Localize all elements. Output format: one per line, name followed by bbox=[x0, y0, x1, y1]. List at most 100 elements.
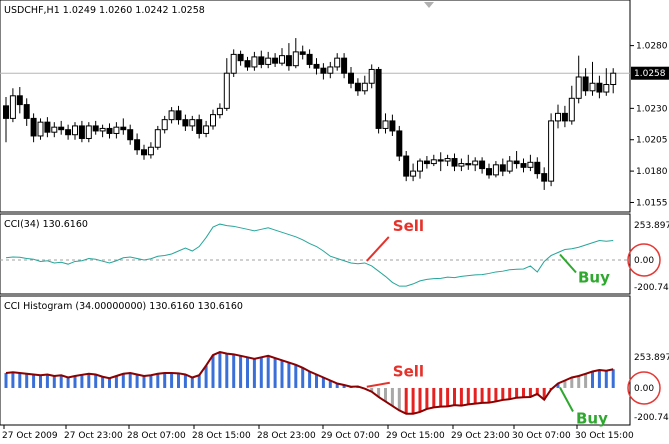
candle bbox=[210, 109, 216, 130]
candle-body bbox=[368, 68, 375, 84]
cci-panel-title: CCI(34) 130.6160 bbox=[4, 219, 88, 230]
candle bbox=[313, 58, 320, 75]
sell-label: Sell bbox=[393, 363, 424, 381]
candle bbox=[465, 154, 472, 170]
candle-body bbox=[582, 76, 589, 92]
candle-body bbox=[203, 125, 210, 134]
candle-body bbox=[327, 66, 334, 74]
candle-body bbox=[285, 55, 292, 67]
candle bbox=[548, 113, 555, 187]
candle-body bbox=[430, 159, 437, 165]
cci-ymin-label: -200.7449 bbox=[634, 283, 669, 293]
candle-body bbox=[3, 105, 9, 119]
candle bbox=[527, 154, 534, 172]
candle-body bbox=[265, 57, 272, 65]
candle-body bbox=[382, 120, 389, 129]
candle-body bbox=[575, 76, 582, 99]
candle-body bbox=[320, 67, 327, 74]
candle bbox=[541, 167, 548, 190]
candle bbox=[555, 104, 561, 129]
candle-body bbox=[506, 160, 513, 172]
candle-body bbox=[292, 51, 299, 67]
candle bbox=[244, 56, 251, 71]
candle-body bbox=[341, 57, 348, 74]
cci-ymax-label: 253.8978 bbox=[634, 221, 669, 231]
candle bbox=[203, 120, 210, 138]
candle-body bbox=[92, 125, 99, 132]
candle bbox=[189, 115, 196, 131]
candle bbox=[479, 157, 486, 174]
candle bbox=[251, 51, 258, 71]
histogram-bars bbox=[4, 352, 615, 414]
candle-body bbox=[389, 120, 396, 132]
candle bbox=[223, 58, 230, 111]
candle-body bbox=[154, 129, 161, 148]
candle-body bbox=[334, 57, 341, 68]
cci-panel[interactable]: CCI(34) 130.6160 253.8978 0.00 -200.7449… bbox=[0, 213, 669, 295]
candle bbox=[354, 78, 361, 96]
candle-body bbox=[361, 82, 368, 92]
candle-body bbox=[603, 84, 610, 93]
candle bbox=[320, 63, 327, 80]
time-label: 28 Oct 23:00 bbox=[257, 431, 316, 441]
time-label: 30 Oct 07:00 bbox=[512, 431, 571, 441]
current-price-box bbox=[631, 66, 669, 80]
candle-body bbox=[9, 95, 16, 119]
candle bbox=[265, 51, 272, 69]
candle bbox=[216, 103, 223, 119]
candle bbox=[23, 98, 30, 126]
candle bbox=[444, 154, 451, 167]
candle bbox=[299, 45, 306, 60]
candle bbox=[113, 122, 120, 139]
buy-arrow-icon bbox=[559, 387, 574, 412]
candle bbox=[272, 53, 279, 67]
time-label: 29 Oct 23:00 bbox=[451, 431, 510, 441]
histogram-panel-title: CCI Histogram (34.00000000) 130.6160 130… bbox=[4, 301, 243, 312]
main-panel-title: USDCHF,H1 1.0249 1.0260 1.0242 1.0258 bbox=[4, 5, 205, 16]
candle-body bbox=[51, 126, 58, 133]
candle-body bbox=[147, 146, 154, 156]
candle-body bbox=[251, 56, 258, 68]
candle bbox=[396, 125, 403, 162]
candle bbox=[520, 158, 527, 173]
main-panel[interactable]: USDCHF,H1 1.0249 1.0260 1.0242 1.0258 1.… bbox=[0, 0, 669, 213]
candle bbox=[182, 114, 189, 131]
candle-body bbox=[423, 160, 430, 165]
candle-body bbox=[244, 60, 251, 68]
candle-body bbox=[555, 112, 561, 122]
candle-body bbox=[479, 160, 486, 170]
candle-body bbox=[99, 127, 106, 132]
time-label: 29 Oct 15:00 bbox=[386, 431, 445, 441]
price-tick-label: 1.0230 bbox=[636, 104, 668, 114]
candle bbox=[279, 48, 285, 66]
candle-body bbox=[196, 119, 203, 134]
candle-body bbox=[410, 170, 417, 177]
candle-body bbox=[375, 68, 382, 129]
candle bbox=[486, 163, 492, 179]
candle bbox=[306, 49, 313, 69]
candle bbox=[561, 105, 568, 128]
candle-body bbox=[141, 149, 147, 156]
candle-body bbox=[237, 53, 244, 62]
candle bbox=[417, 158, 423, 179]
buy-label: Buy bbox=[578, 268, 610, 286]
candle bbox=[437, 152, 444, 172]
candle bbox=[3, 97, 9, 143]
candle bbox=[120, 118, 127, 135]
histogram-panel[interactable]: CCI Histogram (34.00000000) 130.6160 130… bbox=[0, 295, 669, 427]
histogram-signals: Sell Buy bbox=[366, 363, 608, 427]
time-label: 29 Oct 07:00 bbox=[321, 431, 380, 441]
candle-body bbox=[85, 125, 92, 139]
candle bbox=[582, 68, 589, 96]
candle-body bbox=[451, 158, 458, 167]
histogram-line bbox=[5, 351, 614, 415]
hist-ymax-label: 253.8978 bbox=[634, 353, 669, 363]
candle bbox=[327, 61, 334, 79]
hist-zero-label: 0.00 bbox=[634, 384, 654, 394]
candle-body bbox=[354, 82, 361, 92]
candle bbox=[230, 49, 237, 77]
candle-body bbox=[458, 163, 465, 167]
candle bbox=[492, 161, 499, 178]
candle-body bbox=[313, 63, 320, 69]
sell-label: Sell bbox=[393, 217, 424, 235]
